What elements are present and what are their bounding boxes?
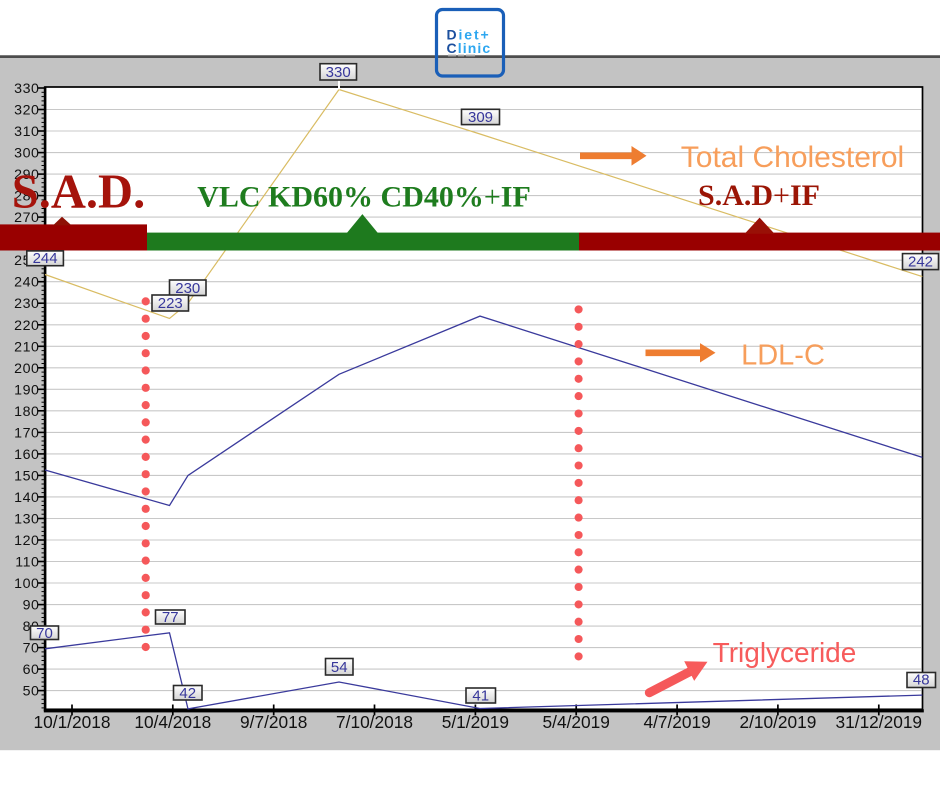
svg-text:150: 150: [14, 468, 39, 484]
svg-text:330: 330: [14, 81, 39, 97]
svg-text:Triglyceride: Triglyceride: [713, 637, 857, 668]
svg-text:50: 50: [23, 684, 40, 700]
svg-text:LDL-C: LDL-C: [741, 340, 825, 372]
svg-text:270: 270: [14, 210, 39, 226]
svg-text:10/1/2018: 10/1/2018: [34, 712, 111, 732]
svg-text:320: 320: [14, 103, 39, 119]
svg-text:220: 220: [14, 318, 39, 334]
svg-text:100: 100: [14, 576, 39, 592]
svg-text:31/12/2019: 31/12/2019: [836, 712, 923, 732]
svg-text:42: 42: [179, 685, 196, 702]
svg-text:41: 41: [472, 688, 489, 705]
svg-text:180: 180: [14, 404, 39, 420]
svg-text:170: 170: [14, 425, 39, 441]
svg-text:230: 230: [175, 280, 200, 297]
svg-text:230: 230: [14, 296, 39, 312]
svg-text:200: 200: [14, 361, 39, 377]
svg-text:Diet+: Diet+: [447, 27, 491, 43]
svg-text:244: 244: [33, 250, 58, 267]
svg-text:242: 242: [908, 254, 933, 271]
svg-text:S.A.D+IF: S.A.D+IF: [698, 179, 820, 212]
svg-text:300: 300: [14, 146, 39, 162]
svg-text:130: 130: [14, 512, 39, 528]
svg-text:S.A.D.: S.A.D.: [12, 166, 145, 219]
svg-text:310: 310: [14, 124, 39, 140]
svg-text:4/7/2019: 4/7/2019: [643, 712, 710, 732]
svg-text:5/4/2019: 5/4/2019: [543, 712, 610, 732]
svg-text:330: 330: [326, 64, 351, 81]
svg-text:190: 190: [14, 382, 39, 398]
svg-text:10/4/2018: 10/4/2018: [134, 712, 211, 732]
svg-text:VLC KD60% CD40%+IF: VLC KD60% CD40%+IF: [197, 181, 531, 214]
svg-text:110: 110: [15, 555, 39, 571]
svg-text:140: 140: [14, 490, 39, 506]
svg-text:70: 70: [23, 641, 40, 657]
svg-text:48: 48: [913, 672, 930, 689]
svg-text:290: 290: [14, 167, 39, 183]
svg-text:60: 60: [23, 662, 40, 678]
svg-text:120: 120: [14, 533, 39, 549]
svg-text:2/10/2019: 2/10/2019: [739, 712, 816, 732]
svg-text:70: 70: [36, 625, 53, 642]
svg-text:160: 160: [14, 447, 39, 463]
svg-text:Total Cholesterol: Total Cholesterol: [681, 141, 904, 174]
svg-text:Clinic: Clinic: [447, 40, 492, 56]
svg-text:240: 240: [14, 275, 39, 291]
svg-text:223: 223: [158, 295, 183, 312]
svg-text:9/7/2018: 9/7/2018: [240, 712, 307, 732]
svg-text:280: 280: [14, 189, 39, 205]
svg-text:5/1/2019: 5/1/2019: [442, 712, 509, 732]
svg-text:54: 54: [331, 659, 348, 676]
svg-text:210: 210: [14, 339, 39, 355]
svg-text:7/10/2018: 7/10/2018: [336, 712, 413, 732]
svg-text:77: 77: [162, 609, 179, 626]
svg-text:309: 309: [468, 109, 493, 126]
svg-text:90: 90: [23, 598, 40, 614]
